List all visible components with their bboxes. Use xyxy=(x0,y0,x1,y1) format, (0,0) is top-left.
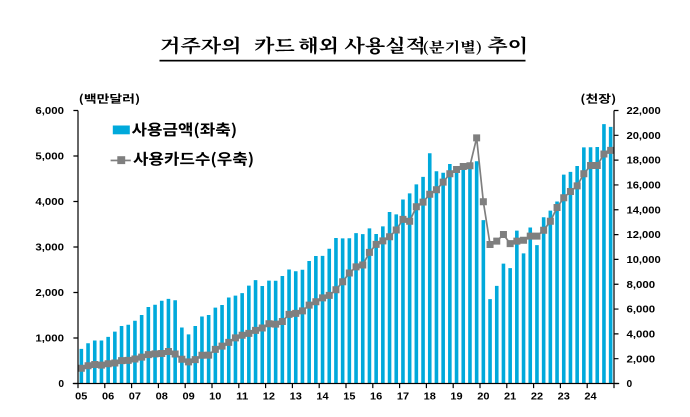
svg-text:15: 15 xyxy=(343,392,356,403)
svg-text:16,000: 16,000 xyxy=(627,181,662,192)
svg-text:05: 05 xyxy=(75,392,88,403)
svg-text:19: 19 xyxy=(450,392,463,403)
svg-text:8,000: 8,000 xyxy=(627,280,656,291)
svg-text:5,000: 5,000 xyxy=(35,152,64,163)
svg-text:14: 14 xyxy=(316,392,329,403)
svg-text:20,000: 20,000 xyxy=(627,131,662,142)
svg-text:6,000: 6,000 xyxy=(627,305,656,316)
svg-text:10: 10 xyxy=(209,392,222,403)
svg-text:17: 17 xyxy=(397,392,410,403)
svg-text:24: 24 xyxy=(584,392,597,403)
svg-text:1,000: 1,000 xyxy=(35,334,64,345)
svg-text:16: 16 xyxy=(370,392,383,403)
svg-text:14,000: 14,000 xyxy=(627,205,662,216)
svg-text:07: 07 xyxy=(129,392,142,403)
svg-text:20: 20 xyxy=(477,392,490,403)
svg-text:21: 21 xyxy=(504,392,517,403)
svg-text:22,000: 22,000 xyxy=(627,106,662,117)
svg-text:3,000: 3,000 xyxy=(35,243,64,254)
svg-text:22: 22 xyxy=(531,392,544,403)
svg-text:09: 09 xyxy=(183,392,196,403)
svg-text:12: 12 xyxy=(263,392,276,403)
svg-text:06: 06 xyxy=(102,392,115,403)
svg-text:2,000: 2,000 xyxy=(627,354,656,365)
svg-text:23: 23 xyxy=(558,392,571,403)
svg-text:10,000: 10,000 xyxy=(627,255,662,266)
svg-text:11: 11 xyxy=(236,392,249,403)
svg-text:18: 18 xyxy=(424,392,437,403)
svg-text:12,000: 12,000 xyxy=(627,230,662,241)
svg-text:13: 13 xyxy=(290,392,303,403)
svg-text:0: 0 xyxy=(627,379,633,390)
svg-text:2,000: 2,000 xyxy=(35,288,64,299)
svg-text:6,000: 6,000 xyxy=(35,106,64,117)
svg-text:08: 08 xyxy=(156,392,169,403)
svg-text:0: 0 xyxy=(58,379,64,390)
svg-text:18,000: 18,000 xyxy=(627,156,662,167)
svg-text:4,000: 4,000 xyxy=(627,330,656,341)
svg-text:4,000: 4,000 xyxy=(35,197,64,208)
